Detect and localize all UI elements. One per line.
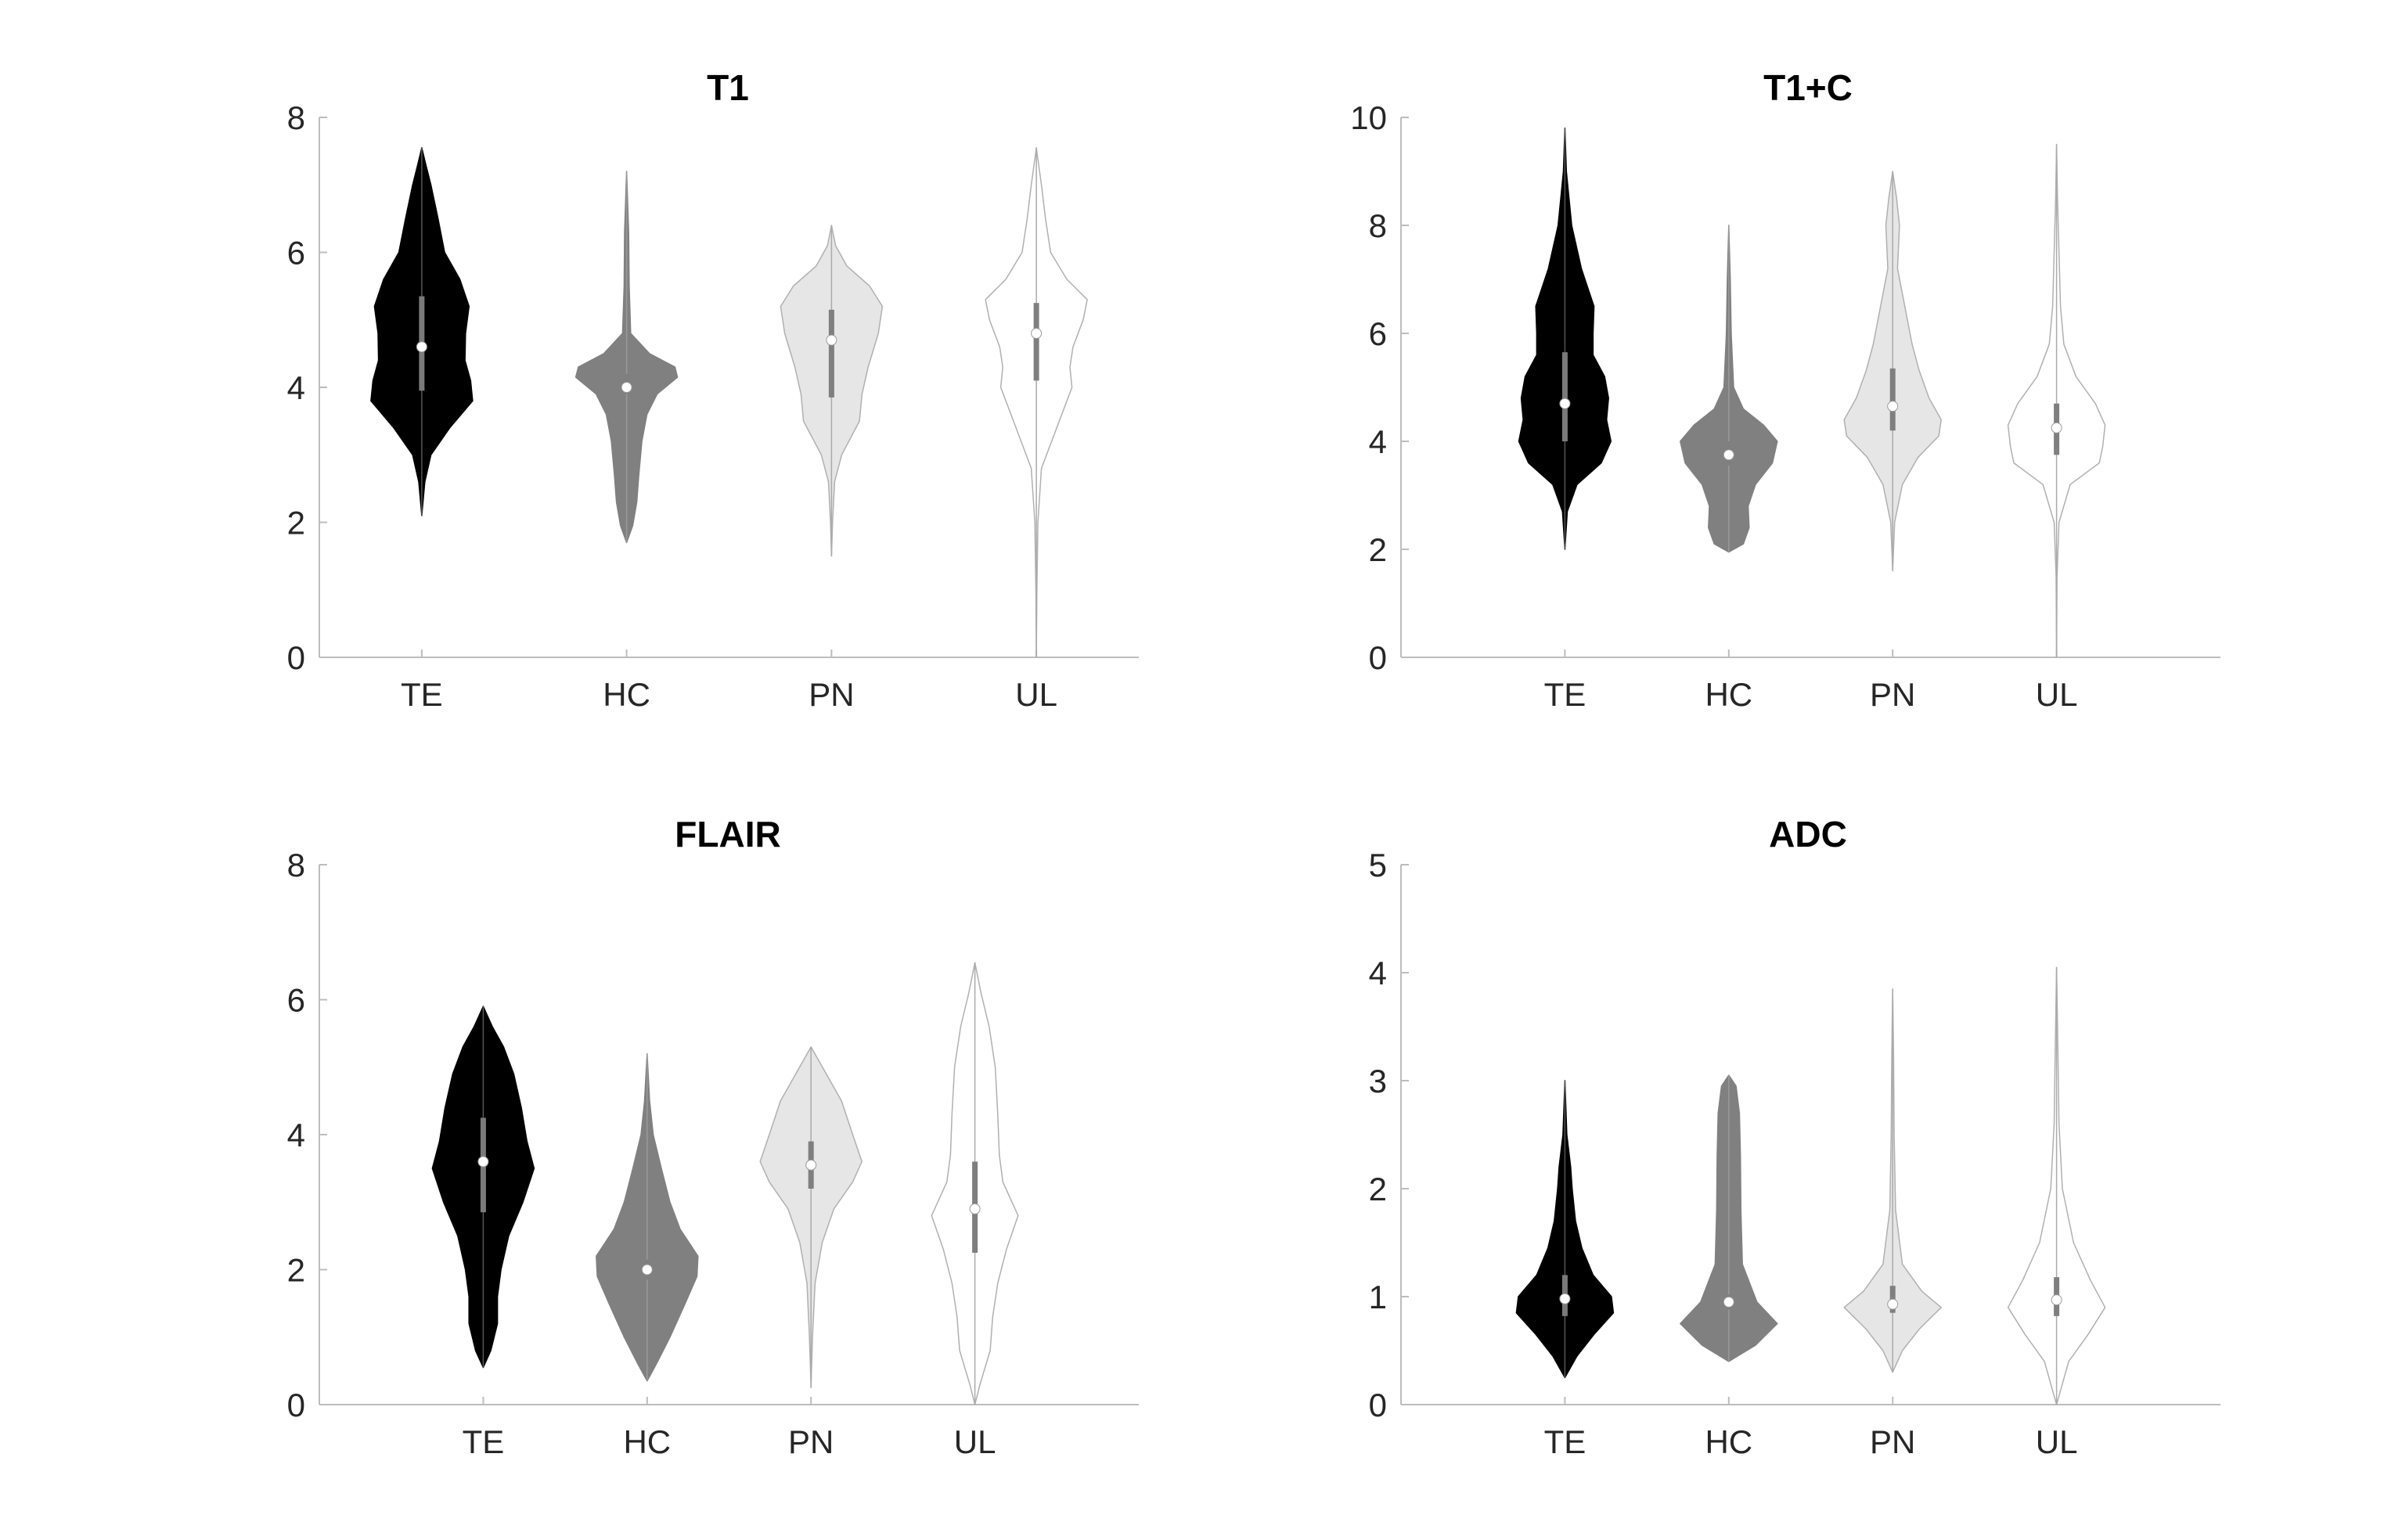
y-tick-label: 10	[1350, 99, 1387, 136]
panel-title: T1+C	[1763, 67, 1853, 108]
x-tick-label: UL	[1015, 676, 1057, 713]
panel-title: FLAIR	[675, 814, 780, 855]
y-tick-label: 4	[1369, 955, 1387, 991]
median-marker	[416, 341, 427, 353]
y-tick-label: 4	[287, 1117, 305, 1153]
median-marker	[2051, 1294, 2062, 1306]
x-tick-label: TE	[1544, 1423, 1586, 1460]
y-tick-label: 6	[1369, 315, 1387, 352]
x-tick-label: HC	[603, 676, 650, 713]
y-tick-label: 2	[287, 505, 305, 542]
y-tick-label: 6	[287, 235, 305, 272]
x-tick-label: PN	[809, 676, 854, 713]
y-tick-label: 2	[1369, 531, 1387, 568]
y-tick-label: 0	[287, 639, 305, 676]
x-tick-label: UL	[2036, 1423, 2078, 1460]
median-marker	[1559, 1293, 1571, 1304]
median-marker	[2051, 422, 2062, 434]
y-tick-label: 0	[287, 1387, 305, 1423]
panel-title: T1	[707, 67, 749, 108]
y-tick-label: 2	[1369, 1171, 1387, 1207]
y-tick-label: 8	[287, 847, 305, 883]
panel-t1: T1 0 2 4 6 8 TE HC PN UL	[287, 67, 1139, 713]
y-tick-label: 2	[287, 1252, 305, 1289]
median-marker	[805, 1159, 817, 1171]
iqr-box	[828, 309, 834, 398]
x-tick-label: TE	[463, 1423, 505, 1460]
x-tick-label: UL	[954, 1423, 996, 1460]
median-marker	[1887, 401, 1899, 412]
median-marker	[477, 1156, 489, 1168]
median-marker	[1723, 449, 1734, 461]
x-tick-label: PN	[1870, 1423, 1915, 1460]
panel-adc: ADC 0 1 2 3 4 5 TE HC PN UL	[1369, 814, 2220, 1460]
y-tick-label: 4	[1369, 423, 1387, 460]
median-marker	[826, 334, 837, 346]
x-tick-label: HC	[1705, 1423, 1752, 1460]
median-marker	[1031, 328, 1043, 339]
y-tick-label: 1	[1369, 1279, 1387, 1315]
iqr-box	[1561, 352, 1568, 441]
x-tick-label: HC	[623, 1423, 671, 1460]
y-tick-label: 8	[1369, 207, 1387, 244]
y-tick-label: 0	[1369, 639, 1387, 676]
iqr-box	[1033, 303, 1039, 381]
median-marker	[1887, 1298, 1899, 1310]
median-marker	[641, 1264, 653, 1276]
y-tick-label: 4	[287, 369, 305, 406]
y-tick-label: 5	[1369, 847, 1387, 883]
iqr-box	[1889, 368, 1896, 431]
x-tick-label: PN	[1870, 676, 1915, 713]
x-tick-label: UL	[2036, 676, 2078, 713]
median-marker	[1559, 398, 1571, 409]
panel-t1c: T1+C 0 2 4 6 8 10 TE HC PN UL	[1350, 67, 2220, 713]
x-tick-label: TE	[1544, 676, 1586, 713]
median-marker	[1723, 1296, 1734, 1308]
y-tick-label: 3	[1369, 1063, 1387, 1099]
panel-flair: FLAIR 0 2 4 6 8 TE HC PN UL	[287, 814, 1139, 1460]
median-marker	[621, 382, 632, 393]
y-tick-label: 8	[287, 99, 305, 136]
median-marker	[969, 1203, 981, 1214]
x-tick-label: TE	[401, 676, 443, 713]
y-tick-label: 0	[1369, 1387, 1387, 1423]
panel-title: ADC	[1769, 814, 1847, 855]
x-tick-label: HC	[1705, 676, 1752, 713]
y-tick-label: 6	[287, 982, 305, 1019]
x-tick-label: PN	[788, 1423, 834, 1460]
